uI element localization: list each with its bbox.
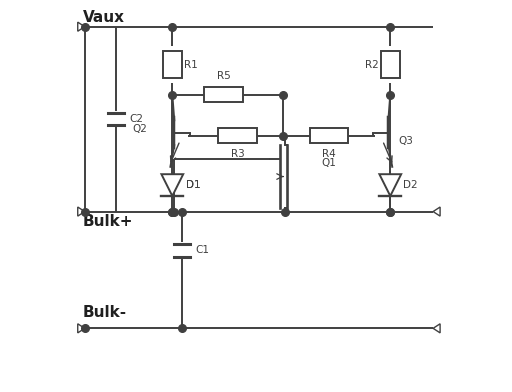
Text: D1: D1	[186, 180, 201, 190]
Bar	[163, 51, 182, 78]
Bar	[381, 51, 400, 78]
Text: Vaux: Vaux	[83, 10, 125, 25]
Text: Q3: Q3	[398, 136, 413, 145]
Bar	[204, 87, 243, 102]
Text: R3: R3	[230, 149, 244, 159]
Polygon shape	[161, 174, 183, 196]
Text: Q2: Q2	[132, 124, 147, 134]
Polygon shape	[433, 324, 440, 333]
Text: R4: R4	[322, 149, 336, 159]
Text: R5: R5	[217, 71, 231, 81]
Polygon shape	[379, 174, 401, 196]
Text: D2: D2	[403, 180, 417, 190]
Text: C1: C1	[196, 245, 210, 256]
Text: R1: R1	[184, 60, 198, 70]
Polygon shape	[433, 207, 440, 216]
Text: D1: D1	[186, 180, 201, 190]
Polygon shape	[78, 22, 85, 31]
Bar	[218, 128, 257, 143]
Text: Bulk-: Bulk-	[83, 305, 127, 320]
Text: C2: C2	[130, 114, 143, 124]
Text: Bulk+: Bulk+	[83, 214, 133, 229]
Text: R2: R2	[365, 60, 378, 70]
Text: Q1: Q1	[322, 158, 336, 168]
Polygon shape	[78, 207, 85, 216]
Polygon shape	[78, 324, 85, 333]
Bar	[310, 128, 349, 143]
